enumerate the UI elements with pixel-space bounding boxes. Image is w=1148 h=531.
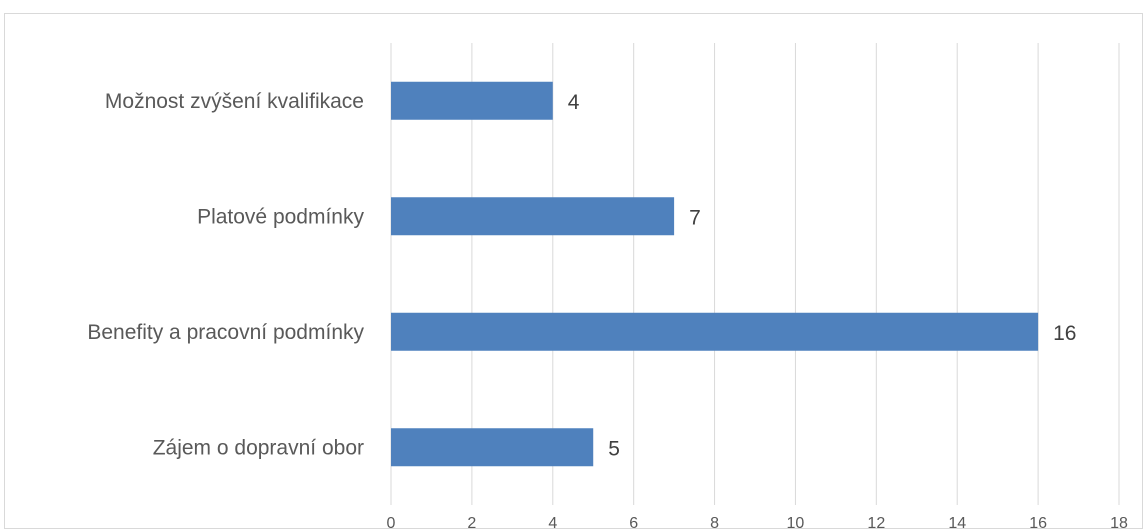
x-tick-label: 0 [387,515,396,531]
bar [391,197,675,236]
bar [391,81,553,120]
category-label: Platové podmínky [197,205,364,228]
category-label: Zájem o dopravní obor [153,436,364,459]
category-label: Benefity a pracovní podmínky [87,321,364,344]
x-tick-label: 18 [1110,515,1128,531]
x-tick-label: 12 [867,515,885,531]
x-tick-label: 14 [948,515,966,531]
x-tick-label: 8 [710,515,719,531]
bar [391,428,594,467]
data-label: 7 [689,206,701,229]
category-label: Možnost zvýšení kvalifikace [105,90,364,113]
x-tick-label: 4 [548,515,557,531]
data-label: 4 [568,91,580,114]
x-tick-label: 10 [787,515,805,531]
data-label: 5 [608,437,620,460]
bar [391,312,1039,351]
x-tick-label: 16 [1029,515,1047,531]
x-tick-label: 2 [467,515,476,531]
data-label: 16 [1053,322,1076,345]
x-tick-label: 6 [629,515,638,531]
